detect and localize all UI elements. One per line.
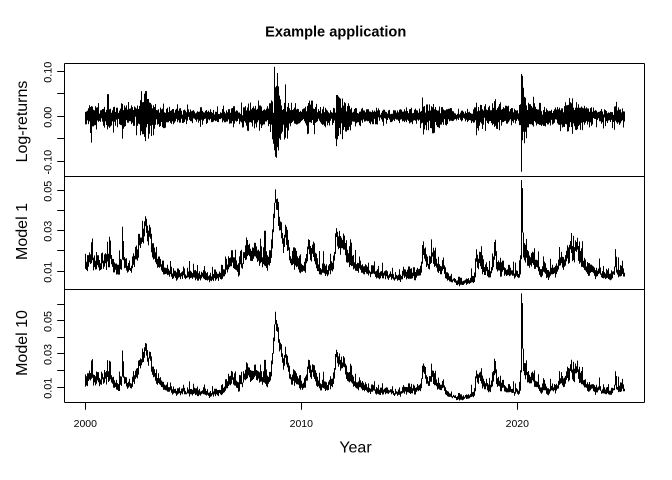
svg-text:0.01: 0.01 [43,262,55,283]
svg-text:2010: 2010 [290,418,314,430]
svg-text:0.00: 0.00 [43,107,55,128]
svg-text:2000: 2000 [74,418,98,430]
svg-text:0.10: 0.10 [43,62,55,83]
svg-text:-0.10: -0.10 [43,150,55,175]
svg-text:0.03: 0.03 [43,221,55,242]
svg-text:Log-returns: Log-returns [14,81,31,163]
svg-text:0.01: 0.01 [43,378,55,399]
svg-text:Year: Year [339,439,372,456]
svg-text:0.05: 0.05 [43,311,55,332]
svg-text:0.03: 0.03 [43,344,55,365]
svg-text:Example application: Example application [265,25,406,41]
svg-text:Model 10: Model 10 [14,310,31,376]
svg-text:Model 1: Model 1 [14,203,31,260]
svg-text:2020: 2020 [506,418,530,430]
svg-text:0.05: 0.05 [43,181,55,202]
